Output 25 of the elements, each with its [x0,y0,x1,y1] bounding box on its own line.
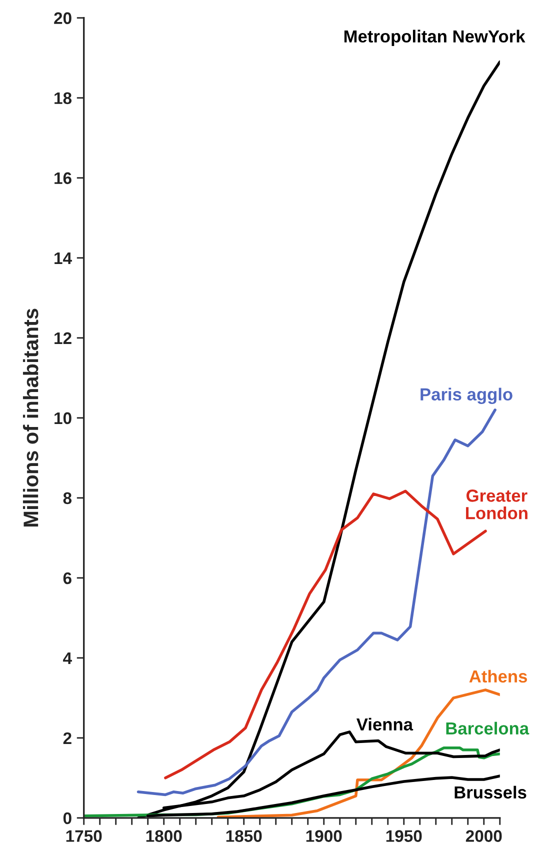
y-tick-label: 18 [54,92,72,104]
y-tick-label: 8 [63,492,72,504]
y-tick-label: 0 [63,812,72,824]
y-tick-label: 6 [63,572,72,584]
y-tick-label: 2 [63,732,72,744]
series-label: Athens [469,670,527,683]
series-label: Vienna [356,718,414,731]
series-label: Paris agglo [420,388,512,404]
x-tick-label: 1950 [386,830,422,842]
x-tick-label: 1800 [146,830,182,842]
y-tick-label: 16 [54,172,72,184]
y-tick-label: 20 [54,12,72,24]
y-tick-label: 12 [54,332,72,344]
series-label: Metropolitan NewYork [344,30,526,46]
series-label: Barcelona [446,722,530,735]
x-tick-label: 1850 [226,830,262,842]
y-axis-title: Millions of inhabitants [22,308,38,526]
y-tick-label: 10 [54,412,72,424]
series-label: Brussels [454,786,526,799]
y-tick-label: 14 [54,252,72,264]
y-tick-label: 4 [63,652,72,664]
x-tick-label: 1750 [66,830,102,842]
x-tick-label: 1900 [306,830,342,842]
series-label: Greater London [466,490,528,520]
x-tick-label: 2000 [466,830,502,842]
